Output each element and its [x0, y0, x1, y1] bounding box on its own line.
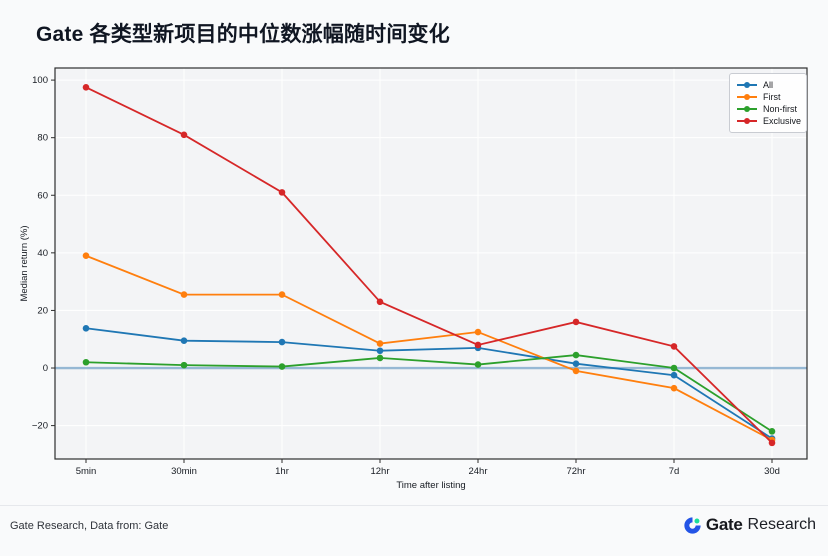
chart-canvas: 5min 30min 1hr 12hr 24hr 72hr 7d 30d −20 0 20 40 60 8…: [19, 67, 808, 491]
data-point-all: [278, 338, 286, 346]
y-tick-label: −20: [32, 421, 48, 432]
data-point-first: [82, 252, 90, 260]
chart-legend: All First Non-first Exclusive: [729, 73, 807, 133]
legend-item-all: All: [737, 79, 799, 91]
x-tick-label: 30min: [171, 466, 197, 477]
x-tick-label: 5min: [76, 466, 97, 477]
data-point-exclusive: [376, 298, 384, 306]
legend-marker: [737, 81, 757, 89]
data-point-exclusive: [180, 131, 188, 139]
legend-marker-dot: [744, 105, 751, 113]
x-tick-label: 24hr: [468, 466, 487, 477]
data-point-non-first: [768, 428, 776, 435]
gate-logo-dot: [694, 518, 700, 524]
x-tick-label: 7d: [669, 466, 680, 477]
data-point-non-first: [572, 351, 580, 359]
data-point-all: [180, 337, 188, 344]
data-point-first: [180, 291, 188, 298]
data-point-non-first: [82, 358, 90, 366]
legend-marker-dot: [744, 93, 751, 101]
legend-marker-dot: [744, 81, 751, 89]
data-point-non-first: [474, 361, 482, 368]
legend-item-first: First: [737, 91, 799, 103]
data-point-exclusive: [82, 83, 90, 91]
series-line-first: [85, 254, 773, 441]
gate-logo-icon: [684, 516, 701, 534]
y-axis-title: Median return (%): [19, 225, 30, 301]
data-point-non-first: [278, 363, 286, 370]
plot-border: [54, 67, 808, 460]
legend-label: All: [763, 80, 774, 90]
data-point-exclusive: [278, 189, 286, 196]
y-tick-label: 40: [37, 248, 48, 259]
data-point-all: [670, 371, 678, 379]
legend-marker: [737, 117, 757, 125]
series-line-non-first: [85, 354, 773, 433]
data-point-first: [376, 340, 384, 347]
legend-label: Exclusive: [763, 116, 802, 126]
footer-divider: [0, 505, 828, 506]
data-point-first: [474, 328, 482, 336]
data-point-first: [572, 367, 580, 375]
brand-name-gate: Gate: [705, 515, 743, 534]
data-point-exclusive: [670, 343, 678, 350]
y-tick-label: 0: [43, 363, 48, 374]
data-point-first: [278, 291, 286, 298]
data-point-all: [376, 347, 384, 355]
gate-logo-ring: [684, 516, 701, 534]
data-source-note: Gate Research, Data from: Gate: [10, 520, 169, 532]
data-point-exclusive: [572, 318, 580, 326]
brand-name-research: Research: [747, 516, 816, 533]
legend-label: First: [763, 92, 781, 102]
x-axis-title: Time after listing: [396, 480, 465, 491]
data-point-first: [670, 384, 678, 392]
data-point-exclusive: [474, 341, 482, 349]
series-line-all: [85, 327, 773, 440]
legend-marker-dot: [744, 117, 751, 125]
page-title: Gate 各类型新项目的中位数涨幅随时间变化: [36, 23, 450, 46]
brand-lockup: Gate Research: [684, 515, 816, 535]
y-tick-label: 60: [37, 190, 48, 201]
data-point-non-first: [670, 364, 678, 372]
legend-label: Non-first: [763, 104, 798, 114]
data-point-all: [82, 324, 90, 332]
series-line-exclusive: [85, 86, 773, 444]
y-tick-label: 100: [32, 75, 48, 86]
y-tick-label: 80: [37, 133, 48, 144]
data-point-non-first: [376, 354, 384, 362]
x-tick-label: 30d: [764, 466, 780, 477]
x-tick-label: 12hr: [370, 466, 389, 477]
legend-marker: [737, 93, 757, 101]
x-tick-label: 1hr: [275, 466, 289, 477]
legend-marker: [737, 105, 757, 113]
data-point-all: [572, 360, 580, 367]
legend-item-exclusive: Exclusive: [737, 115, 802, 127]
data-point-non-first: [180, 361, 188, 369]
y-tick-label: 20: [37, 305, 48, 316]
data-point-exclusive: [768, 439, 776, 447]
x-tick-label: 72hr: [566, 466, 585, 477]
legend-item-non-first: Non-first: [737, 103, 799, 115]
